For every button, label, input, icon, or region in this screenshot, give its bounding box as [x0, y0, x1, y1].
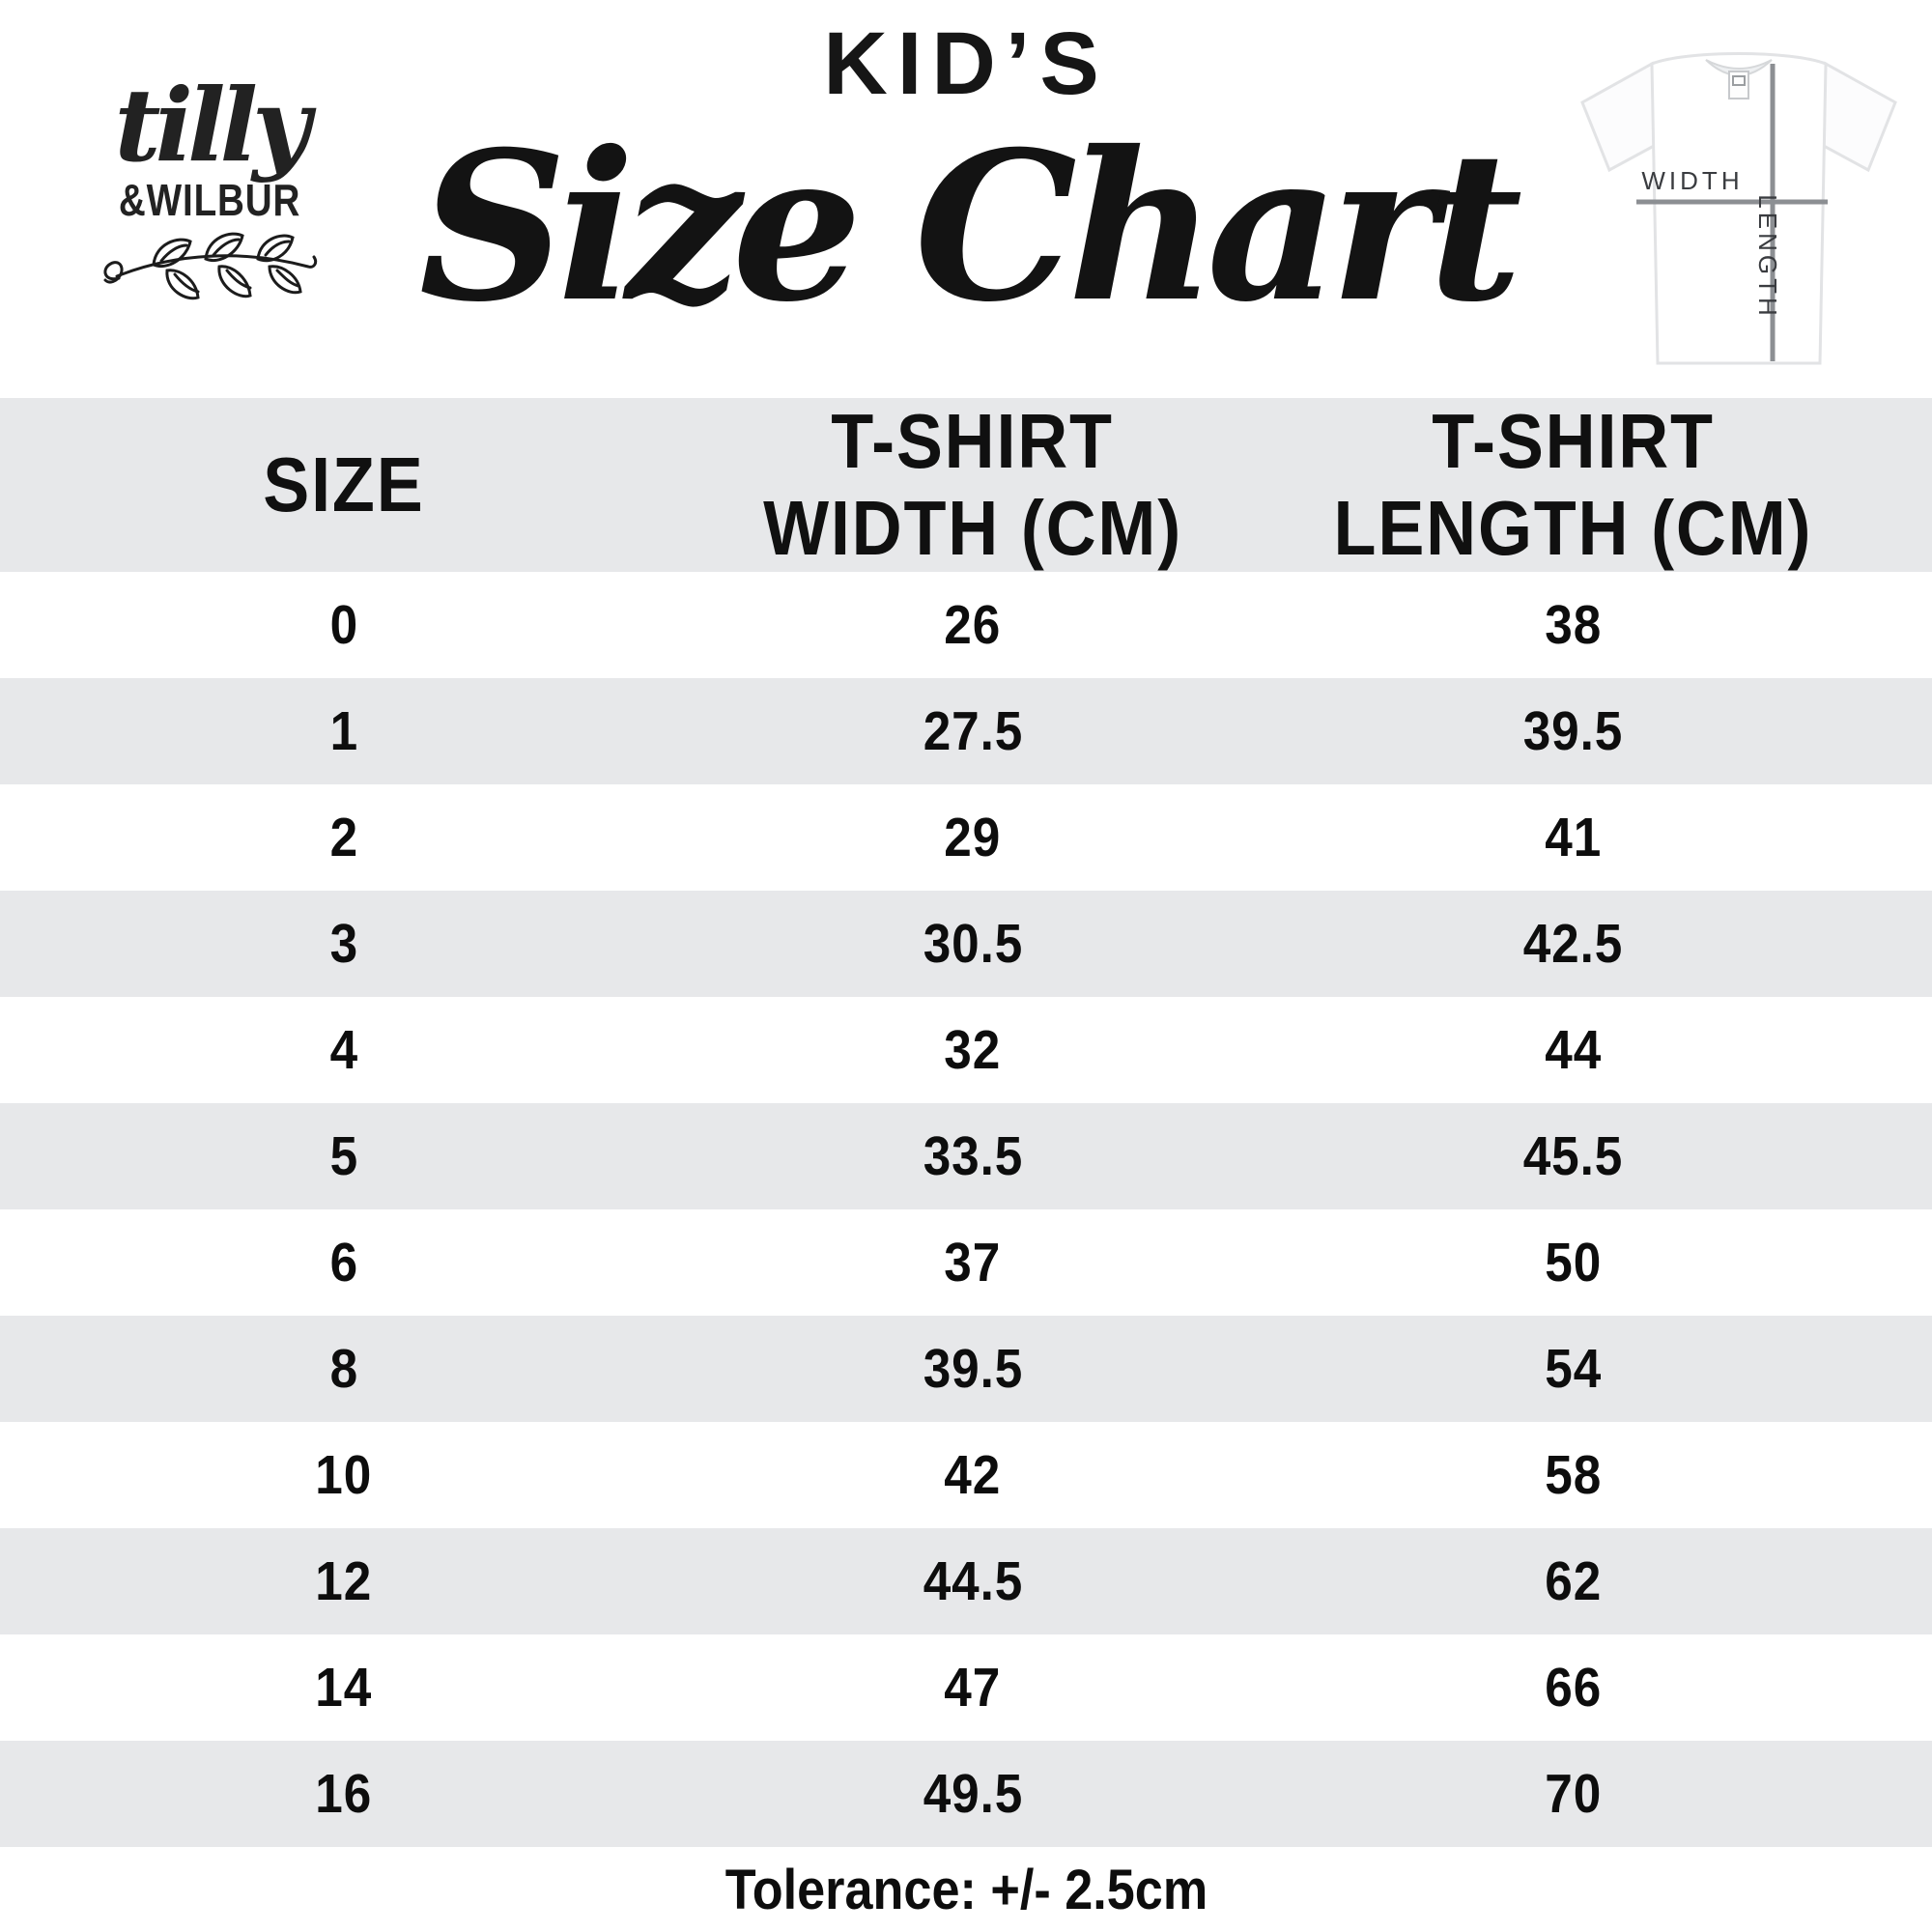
table-row: 16 49.5 70: [0, 1741, 1932, 1847]
cell-size: 0: [329, 594, 358, 656]
cell-width: 42: [944, 1444, 1002, 1506]
cell-length: 44: [1545, 1019, 1602, 1081]
table-header-row: SIZE T-SHIRT WIDTH (CM) T-SHIRT LENGTH (…: [0, 398, 1932, 572]
cell-width: 32: [944, 1019, 1002, 1081]
table-row: 14 47 66: [0, 1634, 1932, 1741]
tshirt-sleeve-right: [1820, 61, 1897, 173]
cell-width: 49.5: [923, 1763, 1023, 1825]
length-label: LENGTH: [1753, 194, 1782, 319]
brand-name-script: tilly: [114, 66, 311, 185]
cell-width: 33.5: [923, 1125, 1023, 1187]
size-table: SIZE T-SHIRT WIDTH (CM) T-SHIRT LENGTH (…: [0, 398, 1932, 1847]
tolerance-note: Tolerance: +/- 2.5cm: [724, 1858, 1208, 1921]
cell-width: 37: [944, 1232, 1002, 1293]
cell-length: 45.5: [1522, 1125, 1624, 1187]
cell-width: 26: [944, 594, 1002, 656]
cell-size: 5: [329, 1125, 358, 1187]
cell-length: 54: [1545, 1338, 1602, 1400]
table-body: 0 26 38 1 27.5 39.5 2 29 41 3 30.5 42.5 …: [0, 572, 1932, 1847]
cell-length: 38: [1545, 594, 1602, 656]
cell-size: 12: [315, 1550, 373, 1612]
table-row: 12 44.5 62: [0, 1528, 1932, 1634]
column-header-size: SIZE: [263, 441, 425, 528]
cell-width: 30.5: [923, 913, 1023, 975]
tshirt-neck-label-print: [1732, 75, 1746, 86]
tshirt-collar: [1705, 59, 1773, 76]
cell-length: 39.5: [1522, 700, 1624, 762]
cell-length: 58: [1545, 1444, 1602, 1506]
cell-length: 62: [1545, 1550, 1602, 1612]
brand-logo: tilly &WILBUR: [89, 75, 330, 308]
table-row: 4 32 44: [0, 997, 1932, 1103]
cell-size: 10: [315, 1444, 373, 1506]
cell-size: 1: [329, 700, 358, 762]
cell-size: 4: [329, 1019, 358, 1081]
cell-size: 16: [315, 1763, 373, 1825]
cell-length: 42.5: [1522, 913, 1624, 975]
cell-width: 47: [944, 1657, 1002, 1719]
tshirt-body: [1650, 52, 1828, 365]
cell-size: 2: [329, 807, 358, 868]
cell-width: 39.5: [923, 1338, 1023, 1400]
table-row: 1 27.5 39.5: [0, 678, 1932, 784]
cell-size: 3: [329, 913, 358, 975]
table-row: 8 39.5 54: [0, 1316, 1932, 1422]
table-row: 6 37 50: [0, 1209, 1932, 1316]
cell-length: 70: [1545, 1763, 1602, 1825]
column-header-length: T-SHIRT LENGTH (CM): [1333, 398, 1813, 571]
cell-size: 8: [329, 1338, 358, 1400]
cell-width: 44.5: [923, 1550, 1023, 1612]
table-row: 3 30.5 42.5: [0, 891, 1932, 997]
cell-width: 29: [944, 807, 1002, 868]
cell-length: 66: [1545, 1657, 1602, 1719]
table-row: 2 29 41: [0, 784, 1932, 891]
cell-width: 27.5: [923, 700, 1023, 762]
page-kicker: KID’S: [823, 14, 1109, 113]
cell-size: 14: [315, 1657, 373, 1719]
cell-size: 6: [329, 1232, 358, 1293]
brand-name-caps: &WILBUR: [118, 175, 301, 225]
tshirt-diagram: WIDTH LENGTH: [1580, 52, 1897, 365]
tshirt-sleeve-left: [1580, 61, 1658, 173]
table-row: 10 42 58: [0, 1422, 1932, 1528]
table-row: 0 26 38: [0, 572, 1932, 678]
cell-length: 41: [1545, 807, 1602, 868]
table-row: 5 33.5 45.5: [0, 1103, 1932, 1209]
page-title: Size Chart: [418, 106, 1523, 347]
column-header-width: T-SHIRT WIDTH (CM): [763, 398, 1182, 571]
laurel-branch-icon: [103, 232, 318, 300]
cell-length: 50: [1545, 1232, 1602, 1293]
width-label: WIDTH: [1641, 166, 1743, 195]
